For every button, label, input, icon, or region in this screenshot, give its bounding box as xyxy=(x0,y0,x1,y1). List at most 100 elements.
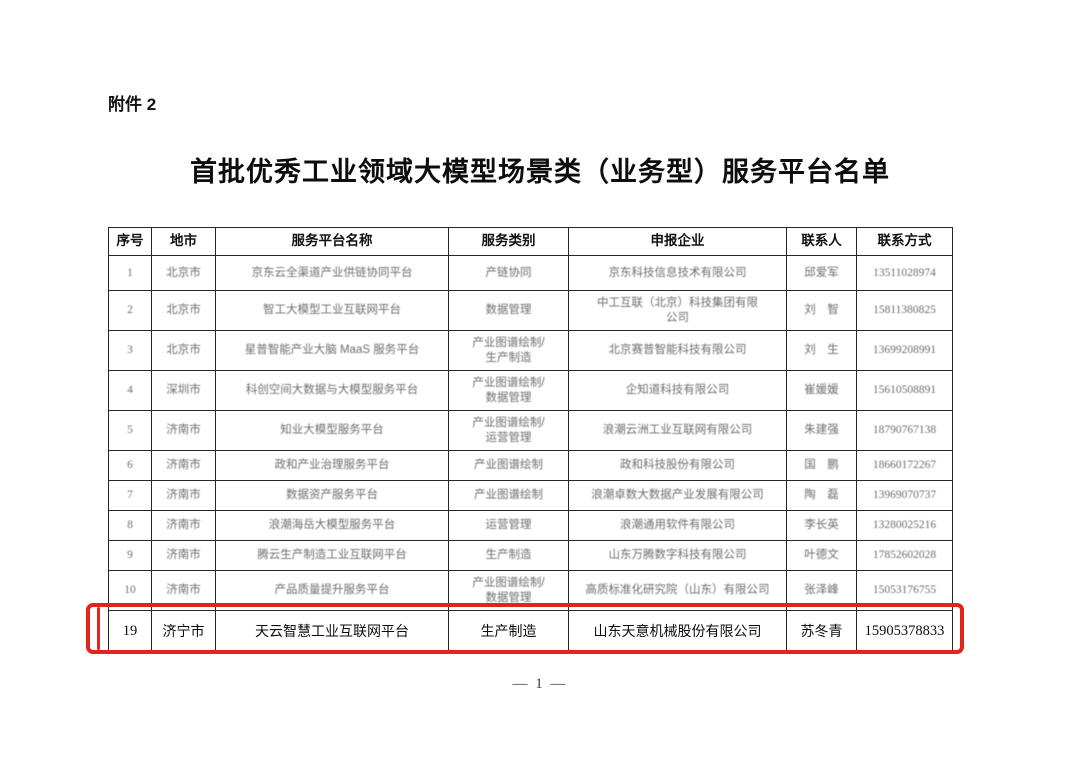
cell-city: 济南市 xyxy=(151,410,216,451)
cell-platform: 产品质量提升服务平台 xyxy=(215,570,449,611)
table-row: 9 济南市 腾云生产制造工业互联网平台 生产制造 山东万腾数字科技有限公司 叶德文 1785… xyxy=(108,540,953,571)
cell-category: 生产制造 xyxy=(448,540,569,571)
table-row: 1 北京市 京东云全渠道产业供链协同平台 产链协同 京东科技信息技术有限公司 邱爱军 135… xyxy=(108,255,953,291)
column-header: 地市 xyxy=(151,227,216,256)
cell-city: 济南市 xyxy=(151,540,216,571)
cell-phone: 15905378833 xyxy=(856,610,953,653)
cell-platform: 知业大模型服务平台 xyxy=(215,410,449,451)
cell-phone: 18790767138 xyxy=(856,410,953,451)
cell-category: 运营管理 xyxy=(448,510,569,541)
cell-category: 产业图谱绘制 xyxy=(448,480,569,511)
cell-city: 济宁市 xyxy=(151,610,216,653)
cell-phone: 15053176755 xyxy=(856,570,953,611)
column-header: 服务类别 xyxy=(448,227,569,256)
cell-city: 济南市 xyxy=(151,450,216,481)
cell-platform: 星普智能产业大脑 MaaS 服务平台 xyxy=(215,330,449,371)
column-header: 申报企业 xyxy=(568,227,787,256)
cell-contact: 刘 生 xyxy=(786,330,857,371)
table-row: 3 北京市 星普智能产业大脑 MaaS 服务平台 产业图谱绘制/ 生产制造 北京赛普智能… xyxy=(108,330,953,371)
cell-category: 产业图谱绘制/ 数据管理 xyxy=(448,570,569,611)
cell-contact: 刘 智 xyxy=(786,290,857,331)
cell-city: 济南市 xyxy=(151,480,216,511)
attachment-label: 附件 2 xyxy=(108,95,157,114)
highlight-red-left-bar xyxy=(97,607,100,650)
cell-phone: 15811380825 xyxy=(856,290,953,331)
cell-category: 产业图谱绘制 xyxy=(448,450,569,481)
column-header: 服务平台名称 xyxy=(215,227,449,256)
cell-platform: 浪潮海岳大模型服务平台 xyxy=(215,510,449,541)
column-header: 联系方式 xyxy=(856,227,953,256)
table-row: 10 济南市 产品质量提升服务平台 产业图谱绘制/ 数据管理 高质标准化研究院（山东）有… xyxy=(108,570,953,611)
cell-platform: 科创空间大数据与大模型服务平台 xyxy=(215,370,449,411)
cell-no: 19 xyxy=(108,610,152,653)
page-title: 首批优秀工业领域大模型场景类（业务型）服务平台名单 xyxy=(190,157,890,187)
cell-no: 8 xyxy=(108,510,152,541)
cell-contact: 邱爱军 xyxy=(786,255,857,291)
cell-contact: 叶德文 xyxy=(786,540,857,571)
cell-no: 4 xyxy=(108,370,152,411)
cell-company: 高质标准化研究院（山东）有限公司 xyxy=(568,570,787,611)
cell-phone: 13280025216 xyxy=(856,510,953,541)
cell-city: 北京市 xyxy=(151,255,216,291)
cell-no: 10 xyxy=(108,570,152,611)
cell-platform: 天云智慧工业互联网平台 xyxy=(215,610,449,653)
cell-company: 京东科技信息技术有限公司 xyxy=(568,255,787,291)
cell-category: 生产制造 xyxy=(448,610,569,653)
highlighted-table-row: 19 济宁市 天云智慧工业互联网平台 生产制造 山东天意机械股份有限公司 苏冬青 15905… xyxy=(108,610,953,653)
cell-company: 政和科技股份有限公司 xyxy=(568,450,787,481)
cell-phone: 15610508891 xyxy=(856,370,953,411)
cell-city: 济南市 xyxy=(151,570,216,611)
cell-contact: 张泽峰 xyxy=(786,570,857,611)
cell-no: 1 xyxy=(108,255,152,291)
cell-contact: 朱建强 xyxy=(786,410,857,451)
platform-table: 序号 地市 服务平台名称 服务类别 申报企业 联系人 联系方式 1 北京市 京东云全渠道产业供链… xyxy=(108,227,953,653)
cell-company: 浪潮卓数大数据产业发展有限公司 xyxy=(568,480,787,511)
table-row: 5 济南市 知业大模型服务平台 产业图谱绘制/ 运营管理 浪潮云洲工业互联网有限公司 朱建… xyxy=(108,410,953,451)
cell-platform: 智工大模型工业互联网平台 xyxy=(215,290,449,331)
table-row: 4 深圳市 科创空间大数据与大模型服务平台 产业图谱绘制/ 数据管理 企知道科技有限公司… xyxy=(108,370,953,411)
cell-phone: 13511028974 xyxy=(856,255,953,291)
cell-company: 浪潮通用软件有限公司 xyxy=(568,510,787,541)
cell-company: 中工互联（北京）科技集团有限 公司 xyxy=(568,290,787,331)
cell-contact: 国 鹏 xyxy=(786,450,857,481)
cell-category: 产链协同 xyxy=(448,255,569,291)
cell-contact: 陶 磊 xyxy=(786,480,857,511)
cell-category: 数据管理 xyxy=(448,290,569,331)
cell-platform: 政和产业治理服务平台 xyxy=(215,450,449,481)
cell-category: 产业图谱绘制/ 运营管理 xyxy=(448,410,569,451)
cell-company: 山东万腾数字科技有限公司 xyxy=(568,540,787,571)
table-header-row: 序号 地市 服务平台名称 服务类别 申报企业 联系人 联系方式 xyxy=(108,227,953,256)
cell-phone: 13699208991 xyxy=(856,330,953,371)
cell-city: 济南市 xyxy=(151,510,216,541)
cell-no: 2 xyxy=(108,290,152,331)
cell-phone: 17852602028 xyxy=(856,540,953,571)
cell-no: 3 xyxy=(108,330,152,371)
cell-city: 北京市 xyxy=(151,290,216,331)
cell-no: 9 xyxy=(108,540,152,571)
table-row: 7 济南市 数据资产服务平台 产业图谱绘制 浪潮卓数大数据产业发展有限公司陶 磊 1396… xyxy=(108,480,953,511)
table-row: 6 济南市 政和产业治理服务平台 产业图谱绘制 政和科技股份有限公司国 鹏 1866017… xyxy=(108,450,953,481)
cell-category: 产业图谱绘制/ 数据管理 xyxy=(448,370,569,411)
cell-phone: 18660172267 xyxy=(856,450,953,481)
cell-company: 浪潮云洲工业互联网有限公司 xyxy=(568,410,787,451)
cell-platform: 数据资产服务平台 xyxy=(215,480,449,511)
column-header: 联系人 xyxy=(786,227,857,256)
cell-city: 北京市 xyxy=(151,330,216,371)
cell-no: 6 xyxy=(108,450,152,481)
cell-contact: 李长英 xyxy=(786,510,857,541)
page-number: — 1 — xyxy=(512,676,568,692)
column-header: 序号 xyxy=(108,227,152,256)
cell-phone: 13969070737 xyxy=(856,480,953,511)
table-row: 2 北京市 智工大模型工业互联网平台 数据管理 中工互联（北京）科技集团有限 公司刘 智… xyxy=(108,290,953,331)
cell-no: 7 xyxy=(108,480,152,511)
cell-platform: 京东云全渠道产业供链协同平台 xyxy=(215,255,449,291)
cell-platform: 腾云生产制造工业互联网平台 xyxy=(215,540,449,571)
cell-contact: 崔媛媛 xyxy=(786,370,857,411)
cell-company: 山东天意机械股份有限公司 xyxy=(568,610,787,653)
cell-contact: 苏冬青 xyxy=(786,610,857,653)
table-row: 8 济南市 浪潮海岳大模型服务平台 运营管理 浪潮通用软件有限公司 李长英 13280025… xyxy=(108,510,953,541)
cell-company: 北京赛普智能科技有限公司 xyxy=(568,330,787,371)
cell-company: 企知道科技有限公司 xyxy=(568,370,787,411)
cell-no: 5 xyxy=(108,410,152,451)
